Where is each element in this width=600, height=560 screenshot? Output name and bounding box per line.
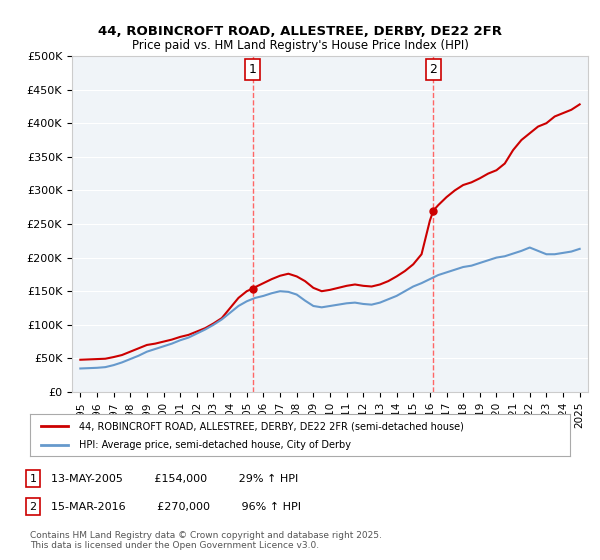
Text: HPI: Average price, semi-detached house, City of Derby: HPI: Average price, semi-detached house,…	[79, 440, 350, 450]
Text: Contains HM Land Registry data © Crown copyright and database right 2025.
This d: Contains HM Land Registry data © Crown c…	[30, 530, 382, 550]
Text: 44, ROBINCROFT ROAD, ALLESTREE, DERBY, DE22 2FR: 44, ROBINCROFT ROAD, ALLESTREE, DERBY, D…	[98, 25, 502, 38]
Text: Price paid vs. HM Land Registry's House Price Index (HPI): Price paid vs. HM Land Registry's House …	[131, 39, 469, 52]
Text: 13-MAY-2005         £154,000         29% ↑ HPI: 13-MAY-2005 £154,000 29% ↑ HPI	[51, 474, 298, 484]
Text: 15-MAR-2016         £270,000         96% ↑ HPI: 15-MAR-2016 £270,000 96% ↑ HPI	[51, 502, 301, 512]
Text: 1: 1	[249, 63, 257, 76]
Text: 2: 2	[29, 502, 37, 512]
Text: 1: 1	[29, 474, 37, 484]
Text: 44, ROBINCROFT ROAD, ALLESTREE, DERBY, DE22 2FR (semi-detached house): 44, ROBINCROFT ROAD, ALLESTREE, DERBY, D…	[79, 421, 463, 431]
Text: 2: 2	[430, 63, 437, 76]
